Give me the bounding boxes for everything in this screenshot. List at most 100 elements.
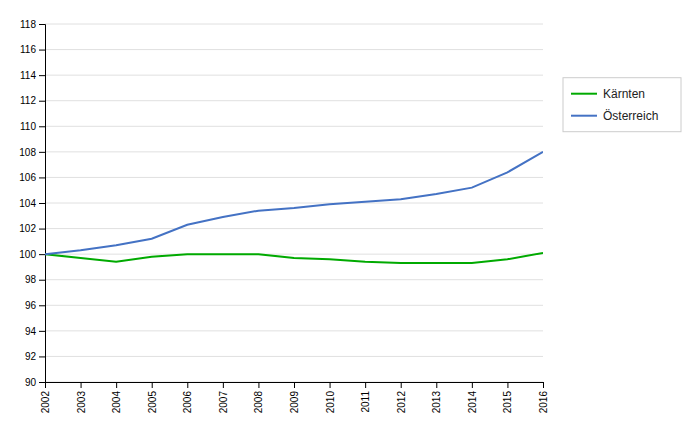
grid-line bbox=[45, 49, 543, 50]
y-tick-mark bbox=[39, 24, 45, 25]
x-tick-mark bbox=[401, 382, 402, 388]
x-tick: 2012 bbox=[396, 382, 407, 413]
x-tick-mark bbox=[294, 382, 295, 388]
x-tick: 2011 bbox=[360, 382, 371, 413]
x-tick: 2005 bbox=[147, 382, 158, 413]
grid-line bbox=[45, 24, 543, 25]
axis-line bbox=[46, 383, 544, 389]
y-tick: 98 bbox=[25, 274, 45, 285]
lines bbox=[45, 152, 543, 263]
y-tick-label: 112 bbox=[20, 95, 36, 106]
x-tick: 2009 bbox=[289, 382, 300, 413]
y-tick-mark bbox=[39, 382, 45, 383]
y-tick-label: 90 bbox=[25, 377, 37, 388]
y-tick-mark bbox=[39, 177, 45, 178]
y-tick-mark bbox=[39, 229, 45, 230]
y-tick-label: 94 bbox=[25, 326, 37, 337]
grid-line bbox=[45, 151, 543, 152]
x-tick: 2002 bbox=[40, 382, 51, 413]
y-tick: 92 bbox=[25, 351, 45, 362]
y-tick: 116 bbox=[20, 44, 45, 55]
x-tick-label: 2003 bbox=[76, 391, 87, 414]
axis-line bbox=[39, 25, 46, 383]
y-tick-mark bbox=[39, 126, 45, 127]
x-tick-label: 2011 bbox=[360, 391, 371, 413]
x-tick: 2016 bbox=[538, 382, 549, 413]
grid-line bbox=[45, 100, 543, 101]
y-tick-label: 106 bbox=[19, 172, 36, 183]
x-tick-label: 2014 bbox=[467, 391, 478, 414]
y-tick-mark bbox=[39, 280, 45, 281]
y-tick-label: 98 bbox=[25, 274, 37, 285]
y-tick: 94 bbox=[25, 326, 45, 337]
x-tick-mark bbox=[187, 382, 188, 388]
x-tick-label: 2002 bbox=[40, 391, 51, 414]
y-tick: 112 bbox=[20, 95, 45, 106]
y-tick-mark bbox=[39, 254, 45, 255]
x-tick: 2010 bbox=[325, 382, 336, 413]
y-tick-label: 102 bbox=[19, 223, 36, 234]
x-tick: 2008 bbox=[253, 382, 264, 413]
y-tick-mark bbox=[39, 50, 45, 51]
legend-label: Österreich bbox=[603, 109, 658, 123]
series-line bbox=[45, 253, 543, 263]
x-tick: 2007 bbox=[218, 382, 229, 413]
y-tick-label: 114 bbox=[20, 70, 36, 81]
x-tick: 2015 bbox=[502, 382, 513, 413]
grid-line bbox=[45, 228, 543, 229]
grid-line bbox=[45, 305, 543, 306]
x-tick: 2013 bbox=[431, 382, 442, 413]
x-tick-label: 2005 bbox=[147, 391, 158, 414]
y-tick-mark bbox=[39, 305, 45, 306]
x-tick-mark bbox=[436, 382, 437, 388]
y-tick-mark bbox=[39, 75, 45, 76]
x-tick-label: 2013 bbox=[431, 391, 442, 414]
x-tick-mark bbox=[81, 382, 82, 388]
x-tick-mark bbox=[223, 382, 224, 388]
grid-line bbox=[45, 203, 543, 204]
y-tick-label: 104 bbox=[19, 198, 36, 209]
x-tick-label: 2012 bbox=[396, 391, 407, 414]
x-tick-mark bbox=[507, 382, 508, 388]
legend-swatch bbox=[571, 93, 597, 95]
x-tick-mark bbox=[258, 382, 259, 388]
plot: 2002 2003 2004 2005 2006 2007 2008 2009 2010 2011… bbox=[19, 19, 549, 414]
y-tick-mark bbox=[39, 356, 45, 357]
y-tick: 118 bbox=[20, 19, 45, 30]
x-tick-mark bbox=[116, 382, 117, 388]
x-tick-label: 2010 bbox=[325, 391, 336, 414]
grid-line bbox=[45, 126, 543, 127]
x-tick: 2014 bbox=[467, 382, 478, 413]
y-tick-label: 96 bbox=[25, 300, 37, 311]
y-tick: 110 bbox=[20, 121, 45, 132]
y-tick-mark bbox=[39, 203, 45, 204]
chart: 2002 2003 2004 2005 2006 2007 2008 2009 2010 2011… bbox=[0, 0, 688, 432]
grid-line bbox=[45, 279, 543, 280]
y-tick-label: 108 bbox=[19, 147, 36, 158]
grid bbox=[45, 24, 543, 382]
y-tick: 90 bbox=[25, 377, 45, 388]
y-tick-label: 110 bbox=[20, 121, 36, 132]
y-tick-label: 118 bbox=[20, 19, 36, 30]
x-tick-mark bbox=[365, 382, 366, 388]
y-tick: 108 bbox=[19, 147, 45, 158]
y-tick-mark bbox=[39, 101, 45, 102]
legend-swatch bbox=[571, 115, 597, 117]
y-tick: 100 bbox=[19, 249, 45, 260]
x-tick-label: 2006 bbox=[182, 391, 193, 414]
y-tick-mark bbox=[39, 331, 45, 332]
y-tick: 96 bbox=[25, 300, 45, 311]
grid-line bbox=[45, 75, 543, 76]
y-axis: 90 92 94 96 98 100 102 104 106 108 110 112 114 116 118 bbox=[19, 19, 45, 388]
legend-label: Kärnten bbox=[603, 87, 645, 101]
y-tick-mark bbox=[39, 152, 45, 153]
x-tick-mark bbox=[330, 382, 331, 388]
x-tick-label: 2009 bbox=[289, 391, 300, 414]
y-tick-label: 116 bbox=[20, 44, 36, 55]
y-tick: 114 bbox=[20, 70, 45, 81]
y-tick-label: 100 bbox=[19, 249, 36, 260]
series-line bbox=[45, 152, 543, 254]
x-tick: 2004 bbox=[111, 382, 122, 413]
y-tick-label: 92 bbox=[25, 351, 37, 362]
legend-frame bbox=[563, 78, 681, 132]
